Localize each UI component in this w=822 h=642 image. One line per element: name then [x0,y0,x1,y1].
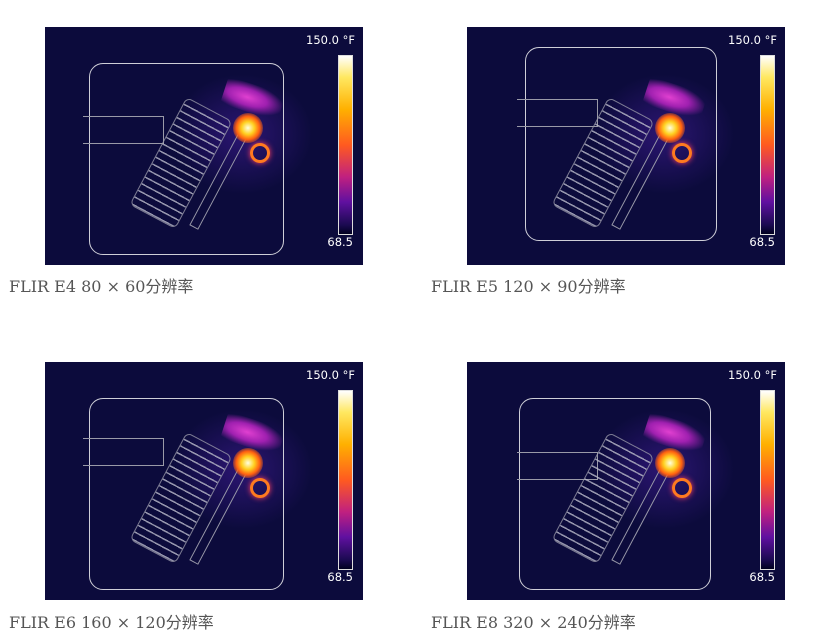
thermal-image-e4: 150.0 °F 68.5 [45,27,363,265]
scale-max-label: 150.0 °F [306,33,355,47]
caption-e4: FLIR E4 80 × 60分辨率 [9,277,194,296]
caption-e6: FLIR E6 160 × 120分辨率 [9,613,214,632]
color-scale-bar [338,55,353,235]
scale-min-label: 68.5 [327,570,353,584]
scale-min-label: 68.5 [327,235,353,249]
thermal-image-e5: 150.0 °F 68.5 [467,27,785,265]
color-scale-bar [760,55,775,235]
scale-max-label: 150.0 °F [306,368,355,382]
case-outline [89,398,284,590]
scale-max-label: 150.0 °F [728,33,777,47]
caption-e8: FLIR E8 320 × 240分辨率 [431,613,636,632]
case-outline [89,63,284,255]
color-scale-bar [760,390,775,570]
scale-max-label: 150.0 °F [728,368,777,382]
case-outline [519,398,711,590]
scale-min-label: 68.5 [749,235,775,249]
thermal-image-e8: 150.0 °F 68.5 [467,362,785,600]
case-outline [525,47,717,241]
color-scale-bar [338,390,353,570]
caption-e5: FLIR E5 120 × 90分辨率 [431,277,626,296]
thermal-image-e6: 150.0 °F 68.5 [45,362,363,600]
scale-min-label: 68.5 [749,570,775,584]
